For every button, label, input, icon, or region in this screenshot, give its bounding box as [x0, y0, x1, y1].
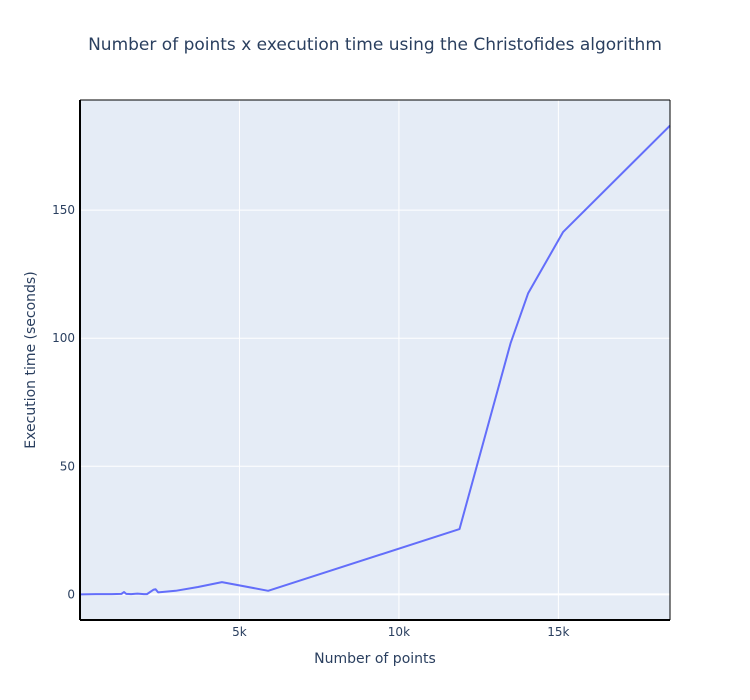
y-tick-label-1: 50 — [60, 459, 75, 473]
x-tick-label-1: 10k — [388, 625, 410, 639]
axes — [79, 99, 671, 621]
series-layer — [79, 124, 671, 596]
y-axis-title: Execution time (seconds) — [23, 271, 39, 448]
tick-labels: 5k 10k 15k 0 50 100 150 — [52, 203, 569, 639]
series-line-0 — [79, 124, 671, 596]
grid — [80, 100, 670, 620]
x-tick-label-0: 5k — [232, 625, 247, 639]
plot-area — [80, 100, 670, 620]
x-tick-label-2: 15k — [547, 625, 569, 639]
y-tick-label-3: 150 — [52, 203, 75, 217]
y-tick-label-0: 0 — [67, 587, 75, 601]
chart-title: Number of points x execution time using … — [88, 35, 662, 55]
y-tick-label-2: 100 — [52, 331, 75, 345]
x-axis-title: Number of points — [314, 651, 436, 667]
